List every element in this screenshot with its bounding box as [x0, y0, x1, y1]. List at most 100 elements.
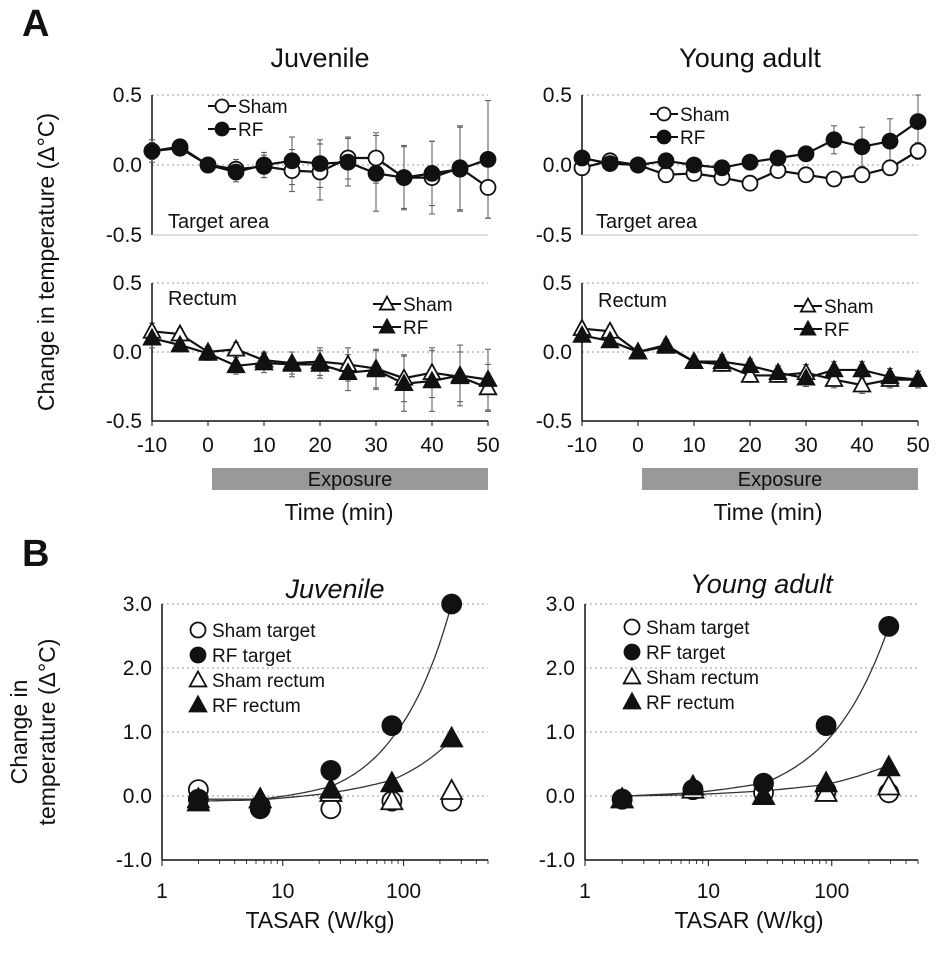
data-point	[450, 365, 470, 383]
data-point	[226, 355, 246, 374]
x-tick-label: 30	[364, 434, 387, 457]
legend-marker	[188, 669, 208, 688]
data-point	[853, 166, 871, 184]
x-tick-label: 100	[814, 880, 849, 903]
exposure-label-juvenile: Exposure	[308, 469, 393, 491]
data-point	[310, 354, 330, 372]
x-tick-label: -10	[137, 434, 167, 457]
chart-title: Juvenile	[270, 43, 369, 73]
x-tick-label: 1	[156, 880, 168, 903]
legend-label: Sham	[824, 297, 874, 318]
data-point	[379, 770, 404, 793]
data-point	[657, 166, 675, 184]
data-point	[685, 156, 703, 174]
data-point	[199, 156, 217, 174]
y-tick-label: 0.0	[543, 154, 572, 177]
data-point	[876, 773, 901, 796]
data-point	[451, 160, 469, 178]
legend-marker	[189, 621, 207, 639]
y-tick-label: 0.5	[113, 272, 142, 295]
legend-label: Sham target	[212, 621, 316, 642]
data-point	[852, 359, 872, 378]
y-tick-label: 2.0	[123, 657, 152, 680]
data-point	[320, 798, 342, 820]
exposure-bar-juvenile	[212, 468, 488, 490]
y-tick-label: -1.0	[539, 849, 575, 872]
legend-marker	[378, 294, 396, 311]
data-point	[395, 169, 413, 187]
legend-marker	[378, 317, 396, 334]
x-tick-label: 10	[271, 880, 294, 903]
data-point	[909, 142, 927, 160]
x-tick-label: 10	[252, 434, 275, 457]
data-point	[198, 342, 218, 361]
legend-label: RF	[403, 318, 428, 339]
y-tick-label: 3.0	[546, 593, 575, 616]
data-point	[439, 725, 464, 748]
data-point	[797, 166, 815, 184]
panel-label-b: B	[22, 533, 49, 575]
legend-marker	[623, 618, 641, 636]
data-point	[422, 370, 442, 389]
data-point	[680, 773, 705, 796]
data-point	[610, 786, 635, 809]
y-tick-label: 0.5	[543, 272, 572, 295]
x-tick-label: 20	[738, 434, 761, 457]
data-point	[853, 138, 871, 156]
data-point	[751, 783, 776, 806]
data-point	[479, 178, 497, 196]
data-point	[657, 152, 675, 170]
legend-label: Sham	[238, 97, 288, 118]
y-tick-label: -0.5	[106, 224, 142, 247]
data-point	[366, 359, 386, 378]
data-point	[367, 149, 385, 167]
data-point	[908, 369, 928, 387]
y-axis-label-a: Change in temperature (Δ°C)	[33, 113, 59, 411]
y-tick-label: 0.0	[113, 341, 142, 364]
data-point	[478, 369, 498, 387]
data-point	[628, 341, 648, 360]
legend-marker	[214, 121, 230, 137]
data-point	[769, 149, 787, 167]
data-point	[629, 156, 647, 174]
legend-marker	[622, 666, 642, 685]
x-axis-label-b-juvenile: TASAR (W/kg)	[245, 907, 394, 933]
data-point	[255, 156, 273, 174]
data-point	[712, 351, 732, 369]
legend-marker	[656, 106, 672, 122]
legend-label: RF target	[212, 646, 292, 667]
chart-title: Juvenile	[284, 574, 384, 604]
data-point	[825, 131, 843, 149]
data-point	[881, 132, 899, 150]
legend-label: RF	[238, 120, 263, 141]
y-tick-label: 0.0	[543, 341, 572, 364]
exposure-bar-young	[642, 468, 918, 490]
chart-title: Young adult	[690, 569, 834, 599]
panel-label-a: A	[22, 3, 49, 45]
data-point	[878, 616, 900, 637]
data-point	[600, 330, 620, 349]
data-point	[318, 776, 343, 799]
y-tick-label: -0.5	[536, 224, 572, 247]
chart-title: Young adult	[679, 43, 821, 73]
data-point	[909, 113, 927, 130]
data-point	[741, 153, 759, 171]
data-point	[825, 170, 843, 188]
panel-annotation: Rectum	[168, 288, 237, 310]
panel-annotation: Rectum	[598, 290, 667, 312]
data-point	[824, 359, 844, 378]
y-tick-label: 1.0	[546, 721, 575, 744]
legend-marker	[188, 694, 208, 713]
data-point	[171, 139, 189, 157]
data-point	[815, 715, 837, 736]
chart-b-young: 3.0 2.0 1.0 0.0 -1.0 Young adult 1 10 100 Sham ta…	[539, 569, 919, 903]
data-point	[876, 754, 901, 777]
data-point	[814, 770, 839, 793]
data-point	[768, 362, 788, 381]
data-point	[143, 142, 161, 160]
x-axis-label-a-juvenile: Time (min)	[284, 499, 393, 525]
data-point	[824, 369, 844, 387]
legend-marker	[214, 98, 230, 114]
